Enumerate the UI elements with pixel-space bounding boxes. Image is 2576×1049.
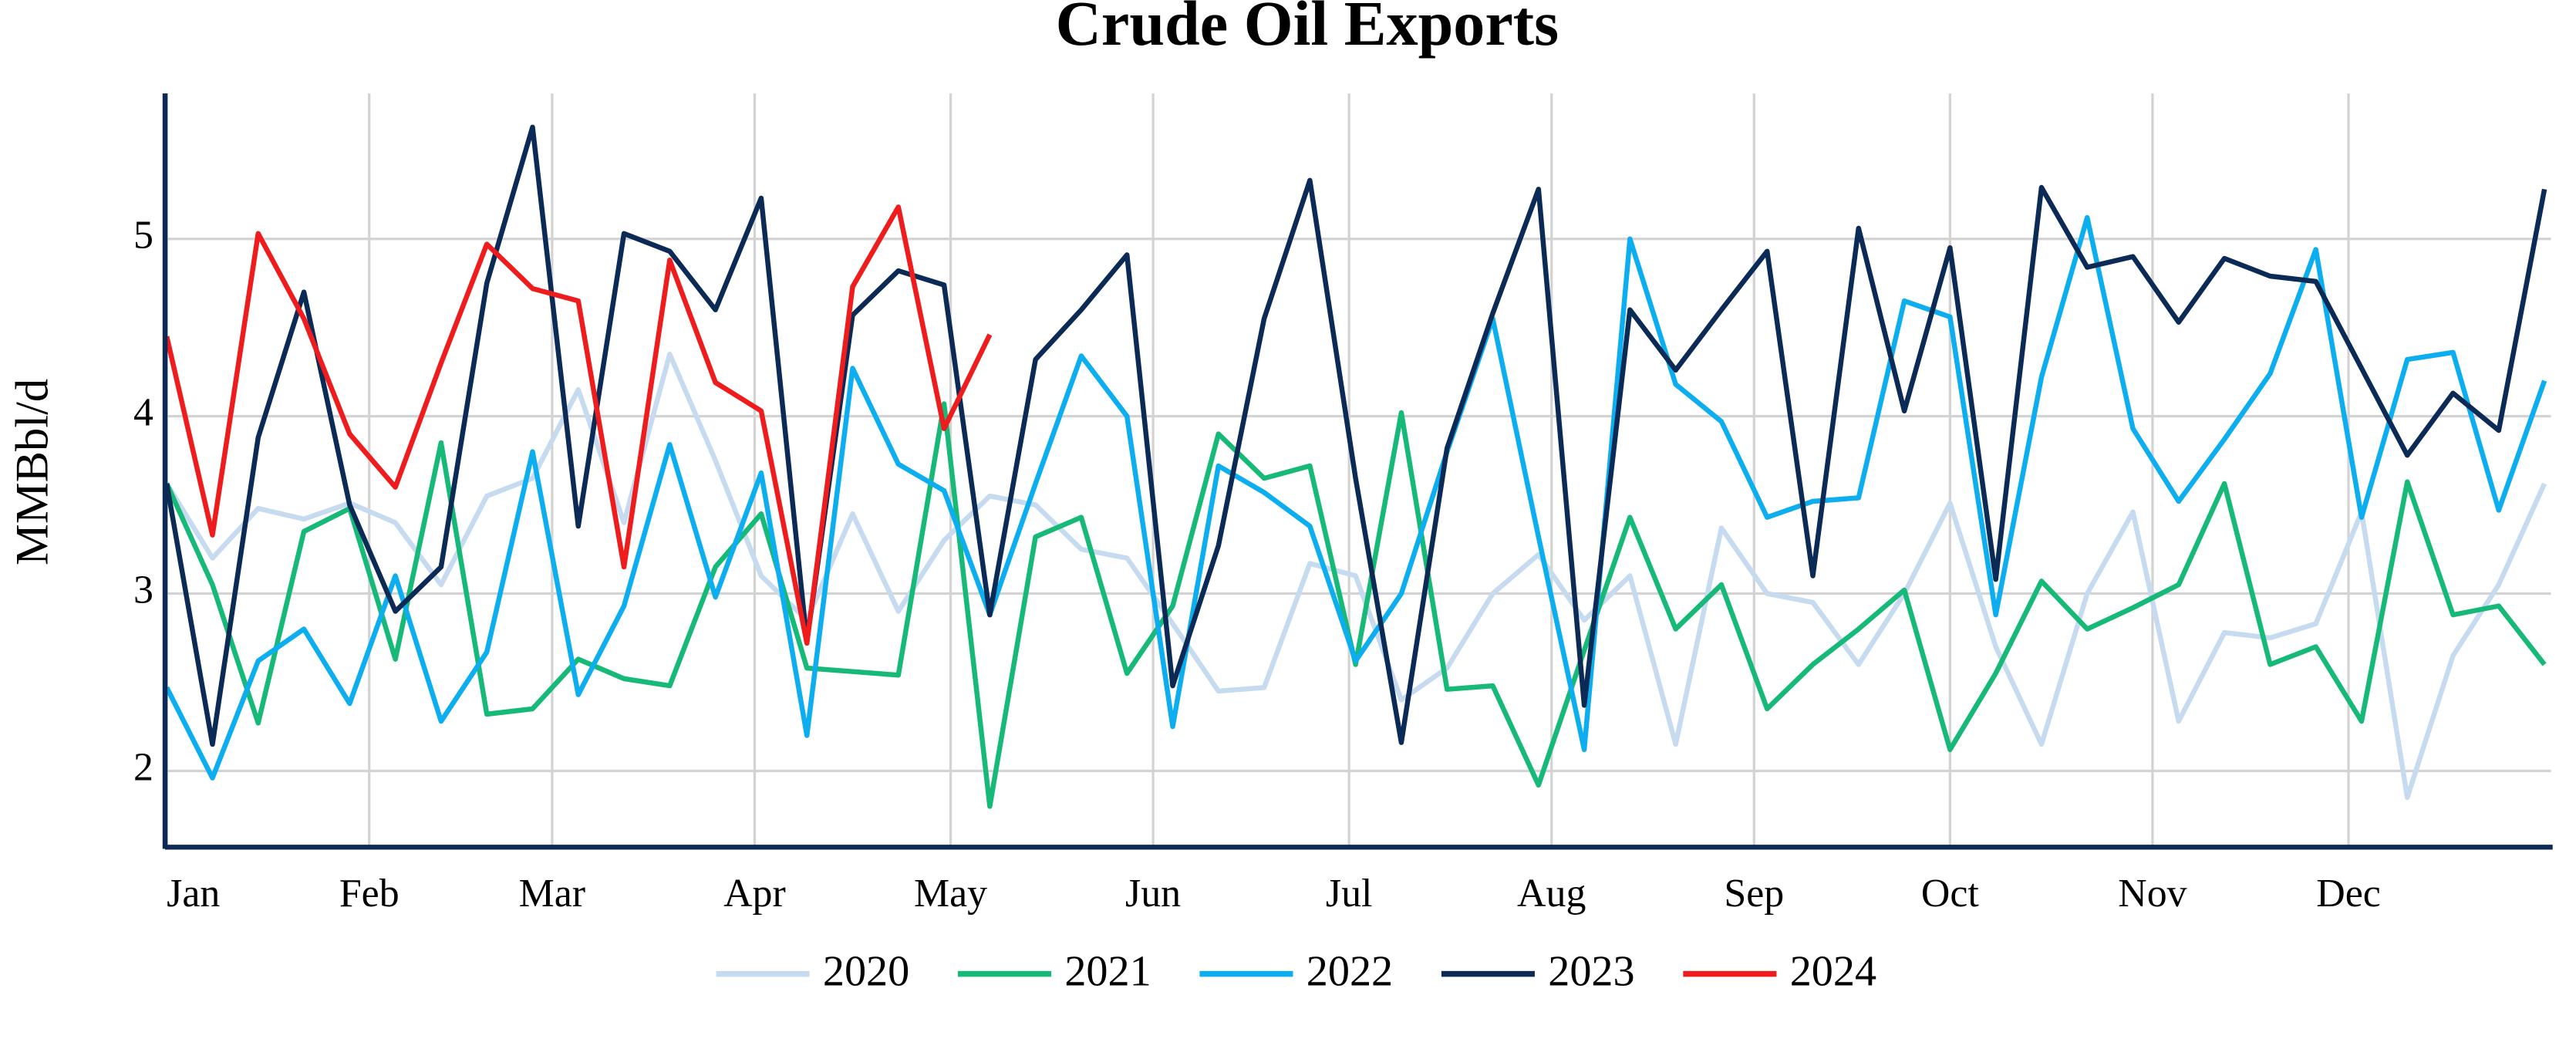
y-tick-label: 3 — [133, 568, 153, 612]
series-line — [167, 214, 2547, 781]
x-tick-label: Dec — [2316, 872, 2381, 916]
x-tick-label: Apr — [723, 872, 786, 916]
series-line — [167, 401, 2547, 809]
legend: 2020 2021 2022 2023 2024 — [716, 948, 1876, 996]
x-tick-label: Aug — [1517, 872, 1586, 916]
y-tick-label: 4 — [133, 391, 153, 435]
x-tick-label: Jun — [1125, 872, 1181, 916]
y-tick-label: 5 — [133, 214, 153, 258]
y-tick-label: 2 — [133, 745, 153, 789]
x-tick-label: Nov — [2118, 872, 2187, 916]
chart-title: Crude Oil Exports — [1056, 0, 1559, 59]
x-tick-label: Jul — [1326, 872, 1373, 916]
grid: 2 3 4 5 Jan Feb Mar Apr May Jun Jul Aug Sep Oct Nov Dec — [133, 93, 2551, 916]
legend-label: 2021 — [1064, 948, 1151, 996]
legend-label: 2023 — [1548, 948, 1634, 996]
y-axis-label: MMBbl/d — [6, 379, 58, 565]
x-tick-label: Mar — [519, 872, 585, 916]
x-tick-label: May — [914, 872, 987, 916]
series-line — [167, 124, 2547, 747]
axes — [162, 93, 2553, 850]
x-tick-label: Sep — [1724, 872, 1784, 916]
legend-label: 2020 — [823, 948, 909, 996]
x-tick-label: Jan — [167, 872, 220, 916]
plot-area — [167, 124, 2547, 809]
legend-label: 2022 — [1307, 948, 1393, 996]
x-tick-label: Oct — [1921, 872, 1979, 916]
legend-label: 2024 — [1790, 948, 1876, 996]
series-line — [167, 204, 993, 646]
series-line — [167, 351, 2547, 801]
x-tick-label: Feb — [339, 872, 400, 916]
